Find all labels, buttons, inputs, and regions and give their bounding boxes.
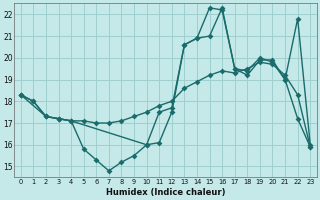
X-axis label: Humidex (Indice chaleur): Humidex (Indice chaleur) bbox=[106, 188, 225, 197]
